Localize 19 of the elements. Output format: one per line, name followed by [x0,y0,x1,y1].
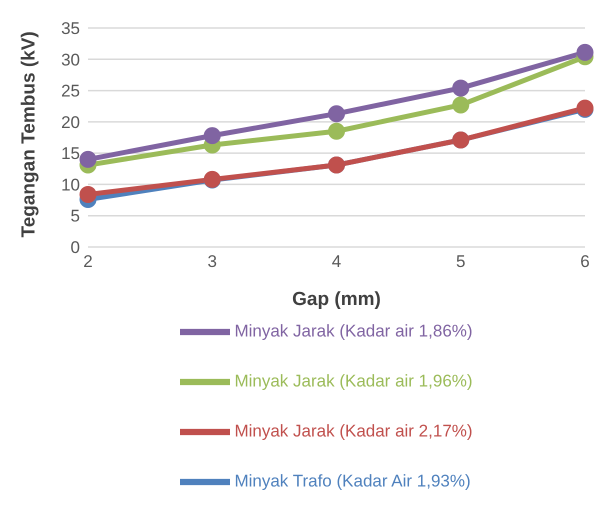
legend-label: Minyak Jarak (Kadar air 2,17%) [234,421,473,440]
y-tick-label: 25 [61,82,80,101]
y-tick-label: 10 [61,175,80,194]
x-tick-label: 3 [208,252,217,272]
legend-label: Minyak Jarak (Kadar air 1,86%) [234,321,473,340]
y-tick-label: 30 [61,50,80,70]
y-axis-title: Tegangan Tembus (kV) [18,31,40,238]
legend-label: Minyak Jarak (Kadar air 1,96%) [234,371,473,390]
x-tick-label: 5 [456,252,466,272]
x-axis-title: Gap (mm) [292,289,381,310]
y-tick-label: 0 [70,238,80,258]
legend-label: Minyak Trafo (Kadar Air 1,93%) [234,471,471,490]
y-tick-label: 35 [61,19,80,38]
y-tick-label: 20 [61,112,80,132]
y-tick-label: 15 [61,144,80,164]
x-tick-label: 2 [83,252,93,272]
x-tick-label: 6 [580,252,590,272]
y-tick-label: 5 [70,206,80,226]
x-tick-label: 4 [332,252,342,272]
